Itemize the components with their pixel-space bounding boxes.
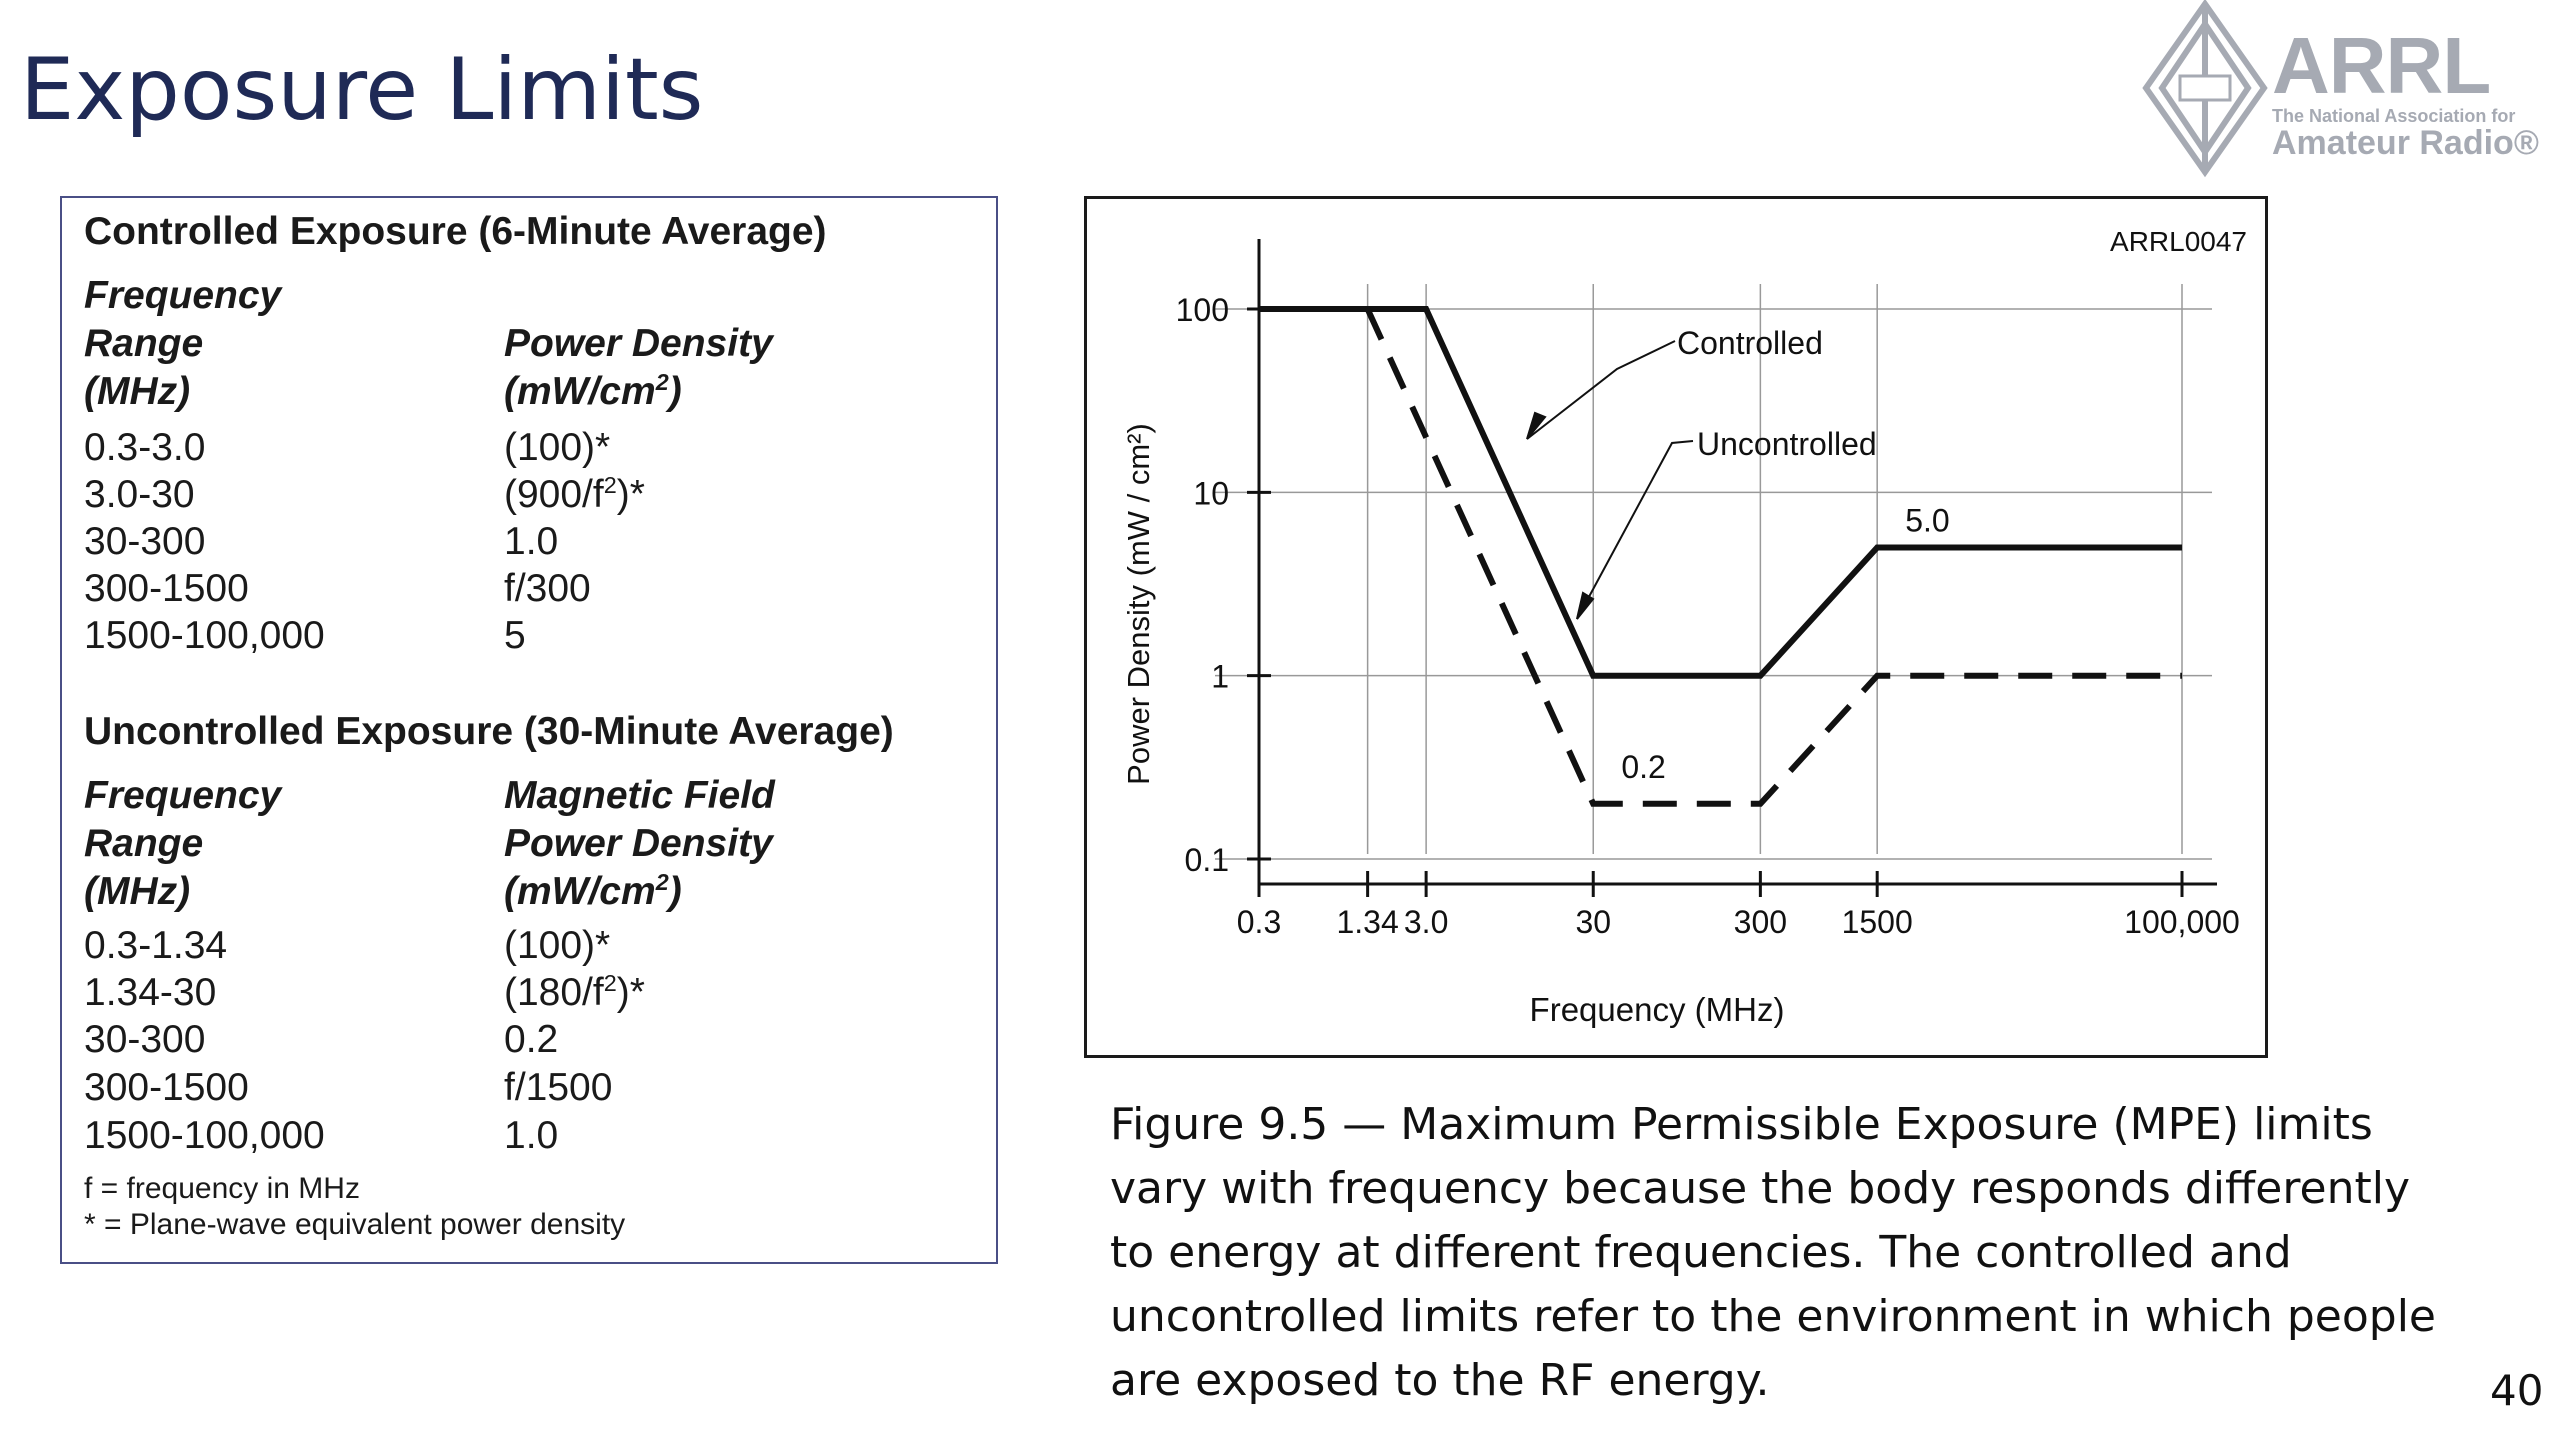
x-tick-label-3: 30 [1575, 904, 1611, 940]
arrl-logo: ARRL The National Association for Amateu… [2140, 0, 2560, 180]
uncontrolled-section-title: Uncontrolled Exposure (30-Minute Average… [84, 710, 894, 753]
controlled-section-title: Controlled Exposure (6-Minute Average) [84, 210, 827, 253]
leader-line-uncontrolled [1576, 440, 1694, 620]
controlled-col2-header: Power Density (mW/cm2) [504, 322, 773, 413]
figure-id-label: ARRL0047 [2110, 226, 2247, 257]
y-tick-label-2: 10 [1193, 475, 1229, 511]
x-tick-label-2: 3.0 [1404, 904, 1448, 940]
uncontrolled-range-4: 300-1500 [84, 1066, 249, 1109]
y-tick-label-1: 1 [1211, 659, 1229, 695]
controlled-value-1: (100)* [504, 426, 611, 469]
controlled-col1-header: Frequency Range (MHz) [84, 274, 282, 413]
series-line-uncontrolled [1259, 306, 2182, 807]
figure-caption: Figure 9.5 — Maximum Permissible Exposur… [1110, 1099, 2436, 1406]
series-label-controlled: Controlled [1677, 325, 1823, 361]
controlled-range-2: 3.0-30 [84, 473, 195, 516]
x-tick-label-6: 100,000 [2124, 904, 2240, 940]
y-tick-label-0: 0.1 [1185, 842, 1229, 878]
uncontrolled-range-5: 1500-100,000 [84, 1114, 325, 1157]
series-label-uncontrolled: Uncontrolled [1697, 426, 1877, 462]
uncontrolled-value-5: 1.0 [504, 1114, 559, 1157]
y-tick-label-3: 100 [1176, 292, 1229, 328]
uncontrolled-value-1: (100)* [504, 924, 611, 967]
uncontrolled-value-3: 0.2 [504, 1018, 559, 1061]
footnote-asterisk: * = Plane-wave equivalent power density [84, 1208, 626, 1241]
controlled-range-3: 30-300 [84, 520, 206, 563]
y-axis-title: Power Density (mW / cm²) [1121, 423, 1156, 785]
exposure-limits-table: Controlled Exposure (6-Minute Average) F… [60, 196, 998, 1264]
slide-title: Exposure Limits [20, 40, 704, 140]
controlled-value-5: 5 [504, 614, 526, 657]
x-axis-title: Frequency (MHz) [1530, 991, 1785, 1028]
logo-wordmark: ARRL [2272, 21, 2491, 110]
mpe-chart: 0.1 1 10 100 0.3 1.34 3.0 30 300 1500 100,000 Frequ… [1084, 196, 2268, 1058]
uncontrolled-col1-header: Frequency Range (MHz) [84, 774, 282, 913]
annotation-label-1: 0.2 [1621, 749, 1665, 785]
controlled-range-1: 0.3-3.0 [84, 426, 206, 469]
annotation-label-0: 5.0 [1905, 503, 1949, 539]
uncontrolled-range-2: 1.34-30 [84, 971, 217, 1014]
uncontrolled-range-3: 30-300 [84, 1018, 206, 1061]
leader-line-controlled [1526, 340, 1676, 440]
controlled-value-2: (900/f2)* [504, 471, 645, 516]
x-tick-label-0: 0.3 [1237, 904, 1281, 940]
uncontrolled-value-2: (180/f2)* [504, 969, 645, 1014]
leader-arrow-controlled [1526, 411, 1547, 440]
mpe-chart-svg: 0.1 1 10 100 0.3 1.34 3.0 30 300 1500 100,000 Frequ… [1121, 226, 2247, 1028]
uncontrolled-range-1: 0.3-1.34 [84, 924, 228, 967]
controlled-value-3: 1.0 [504, 520, 559, 563]
x-tick-label-4: 300 [1734, 904, 1787, 940]
x-tick-label-1: 1.34 [1336, 904, 1398, 940]
leader-arrow-uncontrolled [1576, 591, 1595, 620]
page-number: 40 [2490, 1366, 2544, 1415]
controlled-value-4: f/300 [504, 567, 591, 610]
series-line-controlled [1259, 306, 2182, 679]
diamond-antenna-icon [2142, 0, 2268, 178]
logo-tagline-bottom: Amateur Radio® [2272, 124, 2539, 162]
controlled-range-4: 300-1500 [84, 567, 249, 610]
logo-tagline-top: The National Association for [2272, 106, 2516, 126]
uncontrolled-value-4: f/1500 [504, 1066, 613, 1109]
footnote-f: f = frequency in MHz [84, 1172, 360, 1205]
controlled-range-5: 1500-100,000 [84, 614, 325, 657]
x-tick-label-5: 1500 [1842, 904, 1913, 940]
uncontrolled-col2-header: Magnetic Field Power Density (mW/cm2) [504, 774, 775, 913]
